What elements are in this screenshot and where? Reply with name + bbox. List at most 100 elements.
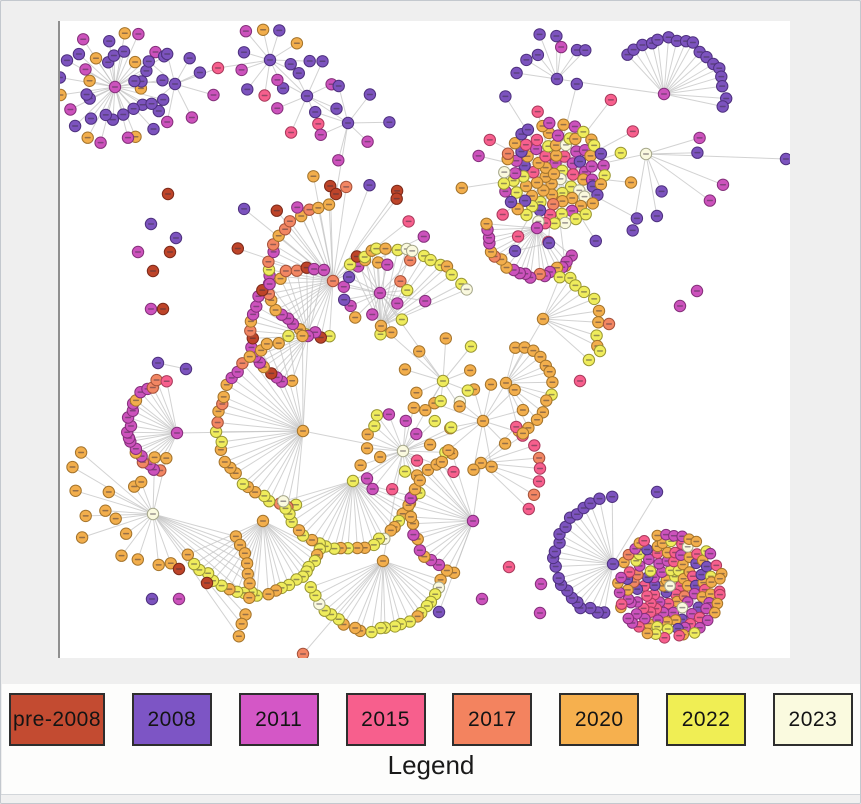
graph-node[interactable]: [700, 560, 713, 573]
graph-node[interactable]: [466, 514, 480, 528]
graph-node[interactable]: [99, 504, 112, 517]
graph-node[interactable]: [662, 597, 675, 610]
graph-node[interactable]: [152, 104, 166, 118]
graph-node[interactable]: [527, 488, 541, 501]
graph-node[interactable]: [374, 450, 387, 464]
graph-node[interactable]: [445, 268, 458, 281]
graph-node[interactable]: [502, 560, 516, 574]
graph-node[interactable]: [539, 150, 552, 163]
graph-node[interactable]: [211, 416, 224, 429]
graph-node[interactable]: [231, 242, 245, 255]
graph-node[interactable]: [626, 224, 639, 237]
graph-node[interactable]: [624, 176, 638, 189]
graph-node[interactable]: [346, 474, 360, 488]
graph-node[interactable]: [235, 63, 248, 77]
graph-node[interactable]: [271, 102, 284, 115]
graph-node[interactable]: [509, 167, 522, 180]
graph-node[interactable]: [520, 53, 533, 67]
graph-node[interactable]: [398, 465, 412, 478]
graph-node[interactable]: [424, 253, 437, 267]
graph-node[interactable]: [641, 627, 654, 640]
graph-node[interactable]: [396, 444, 410, 458]
graph-node[interactable]: [579, 208, 592, 221]
graph-node[interactable]: [522, 502, 535, 516]
graph-node[interactable]: [508, 383, 521, 397]
graph-node[interactable]: [172, 562, 186, 576]
graph-node[interactable]: [349, 311, 362, 324]
graph-node[interactable]: [75, 531, 89, 544]
graph-node[interactable]: [256, 23, 270, 36]
graph-node[interactable]: [256, 514, 270, 528]
graph-node[interactable]: [147, 122, 160, 136]
graph-node[interactable]: [498, 437, 512, 450]
graph-node[interactable]: [343, 258, 357, 271]
graph-node[interactable]: [417, 230, 430, 243]
graph-node[interactable]: [401, 284, 414, 297]
graph-node[interactable]: [690, 284, 704, 298]
graph-node[interactable]: [99, 108, 112, 122]
graph-node[interactable]: [548, 217, 561, 230]
graph-node[interactable]: [445, 421, 458, 434]
graph-node[interactable]: [108, 80, 122, 94]
graph-node[interactable]: [552, 572, 565, 585]
graph-node[interactable]: [530, 413, 544, 426]
graph-node[interactable]: [391, 297, 404, 310]
graph-node[interactable]: [160, 375, 173, 388]
graph-node[interactable]: [693, 131, 706, 145]
graph-node[interactable]: [657, 87, 671, 101]
graph-node[interactable]: [363, 179, 376, 192]
graph-node[interactable]: [573, 155, 587, 168]
graph-node[interactable]: [504, 195, 518, 209]
graph-node[interactable]: [518, 194, 532, 207]
graph-node[interactable]: [540, 394, 553, 407]
graph-node[interactable]: [145, 97, 158, 111]
graph-node[interactable]: [370, 409, 384, 422]
graph-node[interactable]: [408, 483, 422, 496]
graph-node[interactable]: [547, 198, 560, 211]
graph-node[interactable]: [332, 79, 345, 93]
graph-node[interactable]: [64, 103, 77, 116]
graph-node[interactable]: [550, 72, 564, 86]
graph-node[interactable]: [262, 255, 275, 269]
graph-node[interactable]: [530, 176, 544, 189]
graph-node[interactable]: [455, 181, 468, 195]
graph-node[interactable]: [510, 66, 523, 80]
graph-node[interactable]: [66, 460, 79, 474]
graph-node[interactable]: [89, 52, 103, 65]
graph-node[interactable]: [383, 116, 396, 129]
graph-node[interactable]: [77, 33, 90, 46]
graph-node[interactable]: [128, 74, 141, 88]
graph-node[interactable]: [419, 404, 432, 417]
graph-node[interactable]: [349, 621, 362, 635]
graph-node[interactable]: [360, 472, 374, 485]
graph-node[interactable]: [386, 483, 399, 496]
graph-node[interactable]: [442, 444, 455, 457]
graph-node[interactable]: [238, 547, 252, 560]
graph-node[interactable]: [673, 629, 686, 642]
graph-node[interactable]: [626, 125, 639, 138]
graph-node[interactable]: [508, 244, 522, 258]
graph-node[interactable]: [670, 34, 684, 48]
graph-node[interactable]: [374, 319, 388, 333]
graph-node[interactable]: [240, 557, 254, 570]
graph-node[interactable]: [384, 524, 397, 537]
graph-node[interactable]: [60, 54, 74, 67]
graph-node[interactable]: [193, 66, 207, 79]
graph-node[interactable]: [329, 187, 343, 201]
graph-node[interactable]: [467, 463, 480, 476]
graph-node[interactable]: [650, 209, 664, 223]
graph-node[interactable]: [291, 201, 304, 214]
graph-node[interactable]: [587, 139, 601, 152]
graph-node[interactable]: [688, 627, 701, 639]
graph-node[interactable]: [644, 565, 657, 577]
graph-node[interactable]: [531, 105, 544, 118]
graph-node[interactable]: [419, 294, 432, 308]
graph-node[interactable]: [83, 74, 96, 87]
graph-node[interactable]: [664, 580, 676, 592]
graph-node[interactable]: [151, 356, 165, 370]
graph-node[interactable]: [589, 234, 602, 248]
graph-node[interactable]: [183, 52, 196, 65]
graph-node[interactable]: [314, 128, 327, 142]
graph-node[interactable]: [577, 285, 591, 299]
graph-node[interactable]: [577, 125, 590, 139]
